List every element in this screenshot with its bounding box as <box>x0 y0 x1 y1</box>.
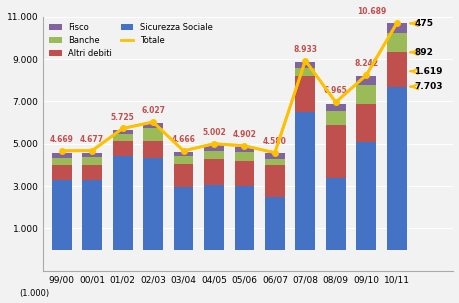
Bar <box>52 153 72 158</box>
Totale <box>393 22 398 25</box>
Bar <box>386 23 406 33</box>
Bar <box>143 158 162 250</box>
Bar <box>204 145 224 151</box>
Bar <box>173 156 193 164</box>
Totale <box>363 73 368 77</box>
Bar <box>356 76 375 85</box>
Text: 4.677: 4.677 <box>80 135 104 144</box>
Text: 6.965: 6.965 <box>323 86 347 95</box>
Bar <box>173 152 193 156</box>
Bar <box>204 185 224 250</box>
Bar <box>386 87 406 250</box>
Text: 4.580: 4.580 <box>263 137 286 146</box>
Bar <box>173 164 193 187</box>
Bar <box>52 165 72 180</box>
Totale <box>332 100 338 104</box>
Totale <box>89 149 95 152</box>
Bar <box>234 147 254 152</box>
Bar <box>234 186 254 250</box>
Bar <box>356 142 375 250</box>
Bar <box>234 161 254 186</box>
Bar <box>82 180 102 250</box>
Bar <box>264 153 284 158</box>
Bar <box>112 130 132 134</box>
Totale <box>120 127 125 130</box>
Bar <box>295 62 314 68</box>
Bar <box>386 33 406 52</box>
Bar <box>325 104 345 111</box>
Bar <box>52 180 72 250</box>
Bar <box>82 153 102 157</box>
Bar <box>325 125 345 178</box>
Text: 5.725: 5.725 <box>111 112 134 122</box>
Line: Totale: Totale <box>62 23 396 153</box>
Totale <box>150 120 156 124</box>
Bar <box>204 158 224 185</box>
Text: 5.002: 5.002 <box>202 128 225 137</box>
Text: 6.027: 6.027 <box>141 106 165 115</box>
Bar <box>264 197 284 250</box>
Text: 1.619: 1.619 <box>414 67 442 76</box>
Bar <box>143 123 162 128</box>
Bar <box>82 165 102 180</box>
Text: (1.000): (1.000) <box>19 289 49 298</box>
Bar <box>143 128 162 141</box>
Bar <box>82 157 102 165</box>
Bar <box>325 111 345 125</box>
Bar <box>295 76 314 112</box>
Bar <box>295 112 314 250</box>
Bar <box>356 85 375 104</box>
Totale <box>211 142 216 145</box>
Text: 4.902: 4.902 <box>232 130 256 139</box>
Text: 4.669: 4.669 <box>50 135 73 144</box>
Text: 892: 892 <box>414 48 432 57</box>
Bar <box>325 178 345 250</box>
Bar <box>264 158 284 165</box>
Bar <box>112 134 132 141</box>
Bar <box>204 151 224 158</box>
Text: 8.933: 8.933 <box>293 45 317 54</box>
Bar <box>143 141 162 158</box>
Totale <box>59 149 64 153</box>
Bar <box>112 156 132 250</box>
Bar <box>295 68 314 76</box>
Totale <box>302 59 308 62</box>
Text: 8.242: 8.242 <box>353 59 377 68</box>
Bar <box>173 187 193 250</box>
Text: 4.666: 4.666 <box>171 135 195 144</box>
Legend: Fisco, Banche, Altri debiti, Sicurezza Sociale, Totale: Fisco, Banche, Altri debiti, Sicurezza S… <box>47 21 214 60</box>
Bar <box>234 152 254 161</box>
Bar <box>356 104 375 142</box>
Totale <box>241 144 246 148</box>
Bar <box>52 158 72 165</box>
Totale <box>272 151 277 155</box>
Text: 7.703: 7.703 <box>414 82 442 91</box>
Bar <box>112 141 132 156</box>
Bar <box>386 52 406 87</box>
Text: 10.689: 10.689 <box>356 8 386 16</box>
Text: 475: 475 <box>414 19 432 28</box>
Totale <box>180 149 186 153</box>
Bar <box>264 165 284 197</box>
